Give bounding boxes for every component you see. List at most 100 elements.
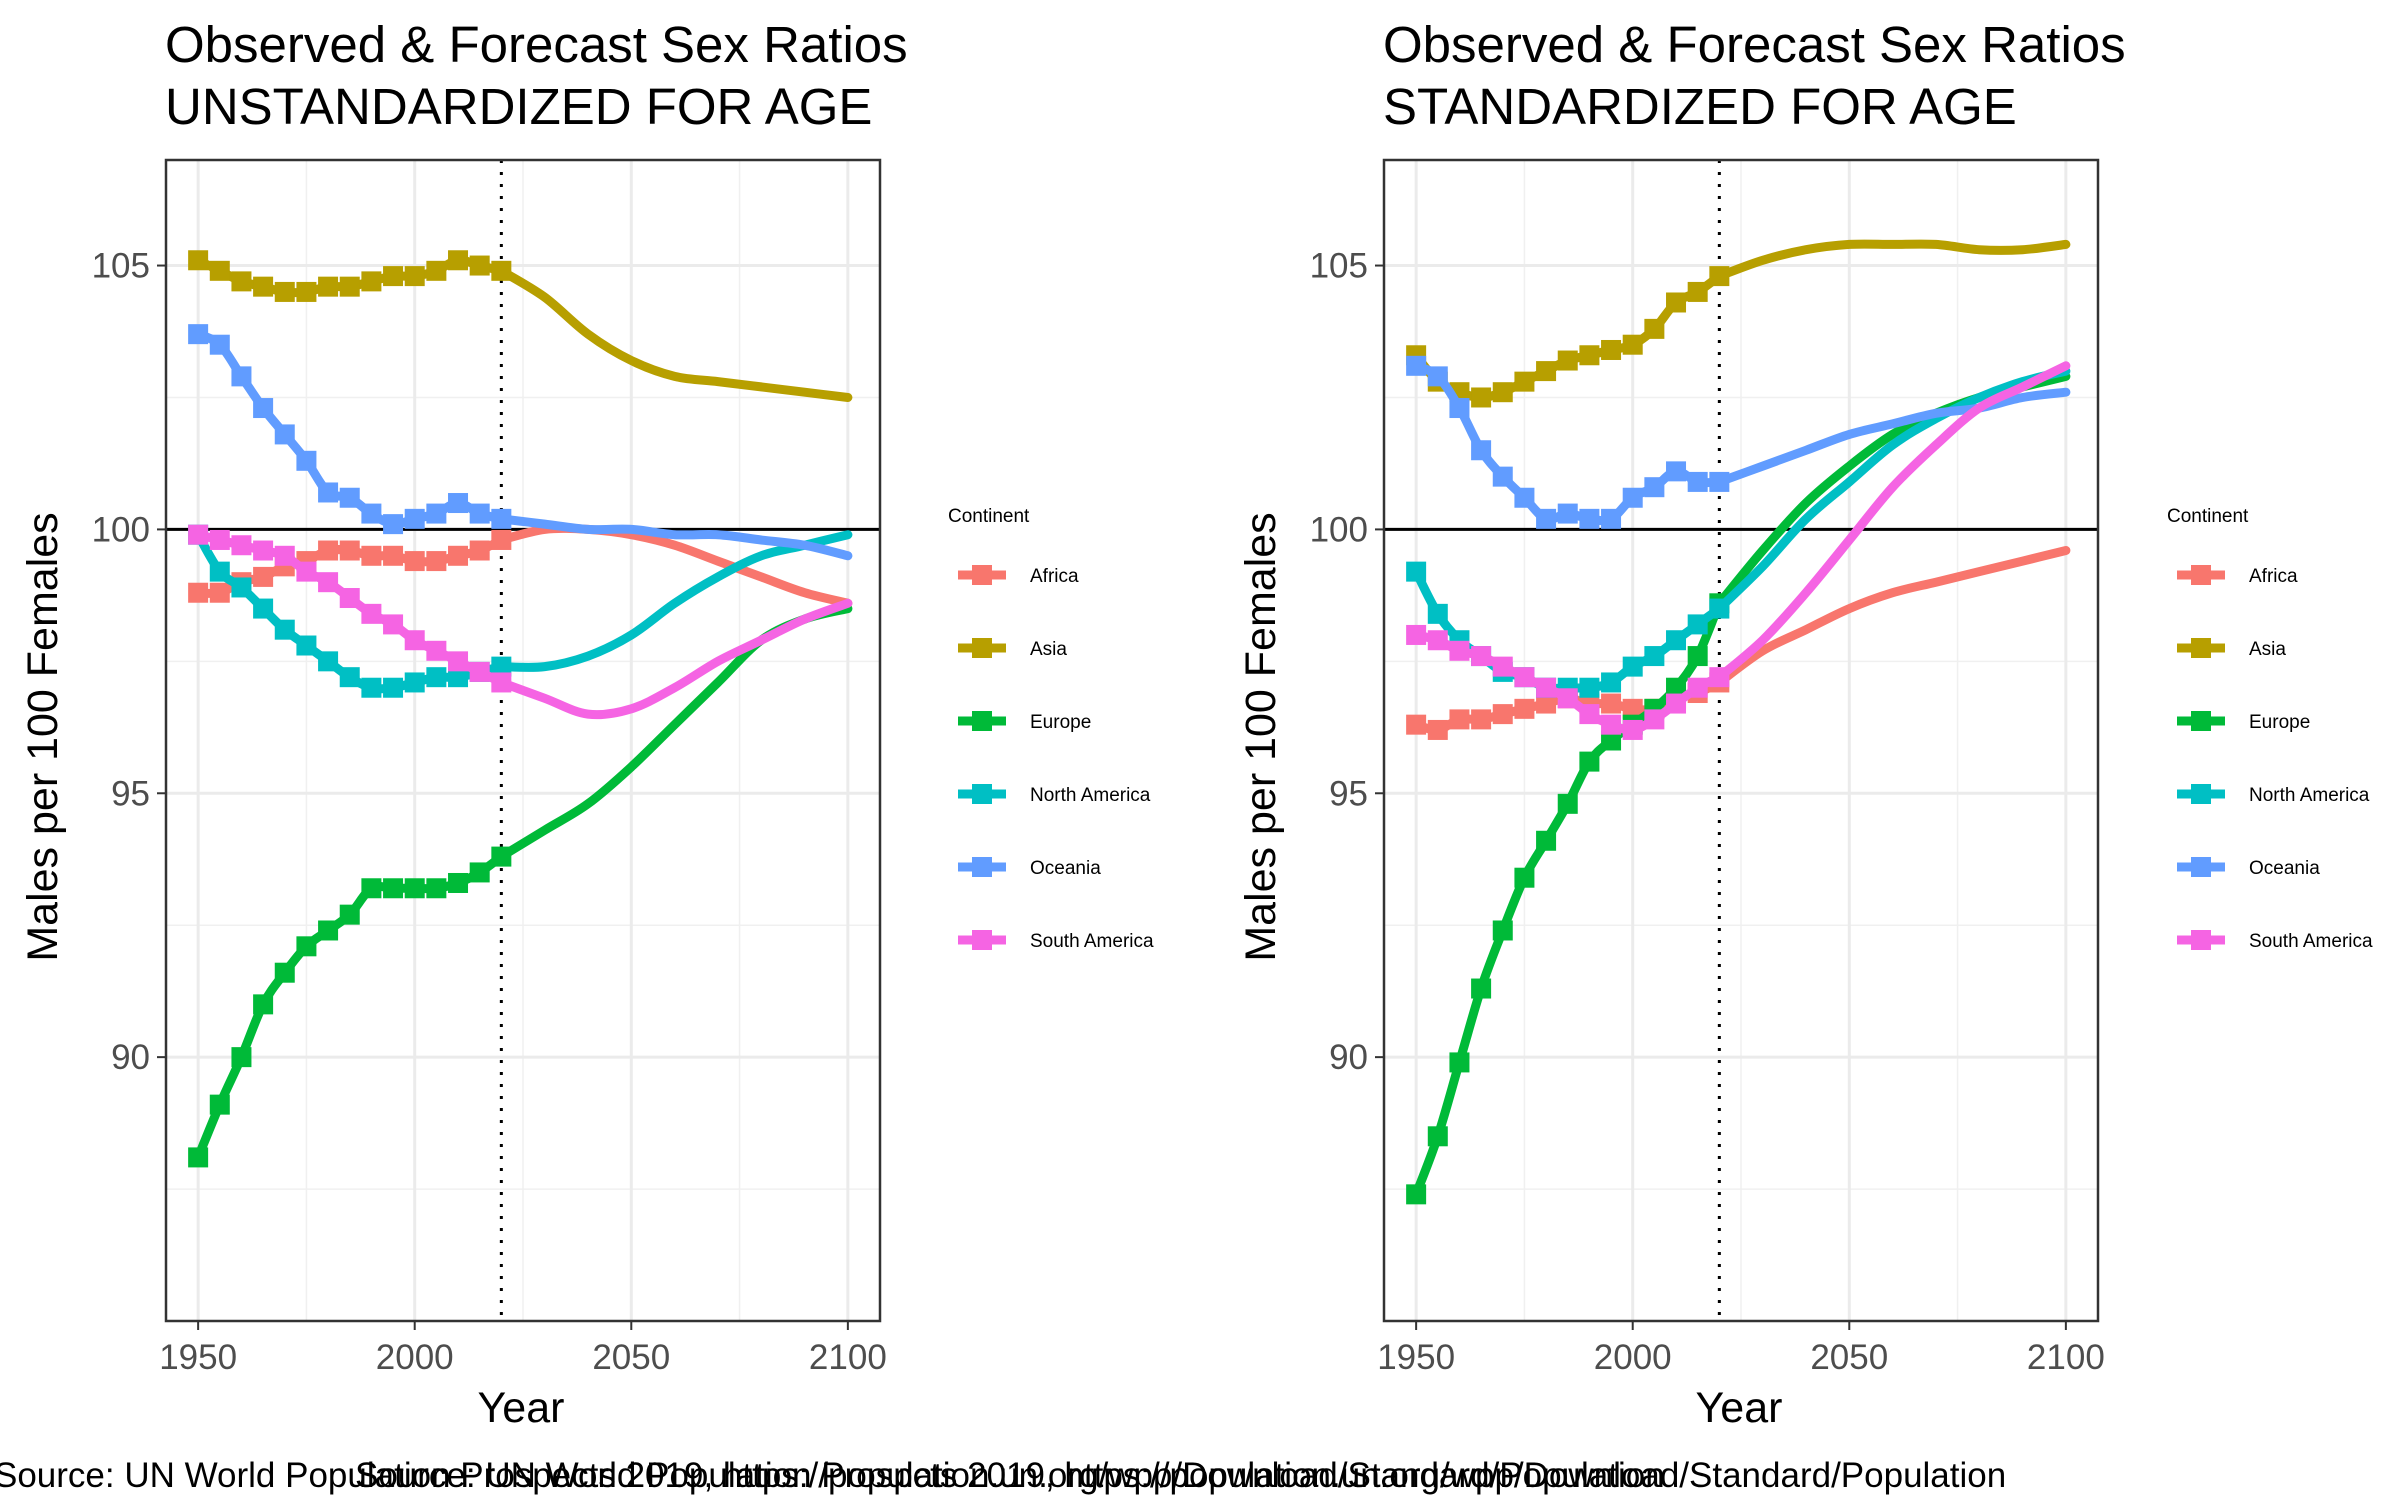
data-point (296, 635, 317, 656)
series-line-forecast (496, 266, 853, 402)
data-point (318, 276, 339, 297)
data-point (1514, 487, 1535, 508)
chart-title-line-1: Observed & Forecast Sex Ratios (165, 16, 908, 73)
data-point (1644, 477, 1665, 498)
data-point (448, 493, 469, 514)
x-tick-label: 2100 (809, 1338, 887, 1377)
data-point (1687, 677, 1708, 698)
data-point (1536, 677, 1557, 698)
x-tick-label: 2100 (2027, 1338, 2105, 1377)
data-point (361, 545, 382, 566)
data-point (469, 255, 490, 276)
data-point (339, 487, 360, 508)
data-point (188, 524, 209, 545)
legend-item-asia: Asia (2177, 638, 2286, 660)
y-tick-label: 105 (1310, 247, 1368, 286)
data-point (1709, 598, 1730, 619)
data-point (404, 551, 425, 572)
data-point (383, 514, 404, 535)
series-europe (1406, 371, 2071, 1205)
data-point (1406, 355, 1427, 376)
series-line-observed (1412, 569, 1722, 693)
data-point (404, 508, 425, 529)
data-point (1687, 646, 1708, 667)
data-point (1536, 693, 1557, 714)
data-point (426, 551, 447, 572)
data-point (469, 540, 490, 561)
data-point (1471, 440, 1492, 461)
data-point (274, 281, 295, 302)
legend-key-marker (2191, 565, 2211, 585)
data-point (1449, 640, 1470, 661)
data-point (1687, 471, 1708, 492)
data-point (188, 1147, 209, 1168)
data-point (1709, 667, 1730, 688)
legend-title: Continent (2167, 506, 2249, 527)
data-point (231, 577, 252, 598)
data-point (296, 281, 317, 302)
series-south-america (1406, 361, 2071, 740)
data-point (469, 862, 490, 883)
legend-label: North America (2249, 785, 2370, 806)
legend: Africa Asia Europe North America Oceania Sout… (958, 565, 1154, 952)
legend-item-north-america: North America (958, 784, 1151, 806)
legend-item-europe: Europe (958, 711, 1091, 733)
panel-border (1382, 158, 2100, 1323)
legend-key-marker (2191, 638, 2211, 658)
data-point (1406, 714, 1427, 735)
data-point (1622, 656, 1643, 677)
data-point (1427, 719, 1448, 740)
data-point (253, 398, 274, 419)
legend: Africa Asia Europe North America Oceania Sout… (2177, 565, 2373, 952)
legend-key-marker (2191, 857, 2211, 877)
data-point (1514, 867, 1535, 888)
y-tick-label: 105 (92, 247, 150, 286)
legend-key-marker (972, 857, 992, 877)
data-point (253, 994, 274, 1015)
y-tick-label: 95 (111, 774, 150, 813)
data-point (1557, 688, 1578, 709)
data-point (1427, 630, 1448, 651)
y-tick-label: 95 (1329, 774, 1368, 813)
data-point (1449, 398, 1470, 419)
data-point (1492, 704, 1513, 725)
data-point (1687, 614, 1708, 635)
data-point (1622, 719, 1643, 740)
data-point (231, 271, 252, 292)
data-point (1579, 704, 1600, 725)
legend-item-africa: Africa (2177, 565, 2298, 587)
data-point (1622, 698, 1643, 719)
data-point (1579, 345, 1600, 366)
legend-label: Europe (1030, 712, 1091, 733)
data-point (339, 667, 360, 688)
legend-item-south-america: South America (2177, 930, 2373, 952)
legend-label: Europe (2249, 712, 2310, 733)
legend-label: South America (2249, 931, 2373, 952)
data-point (1709, 471, 1730, 492)
data-point (253, 540, 274, 561)
data-point (491, 672, 512, 693)
data-point (274, 619, 295, 640)
data-point (404, 630, 425, 651)
data-point (426, 878, 447, 899)
data-point (1644, 318, 1665, 339)
data-point (491, 846, 512, 867)
data-point (339, 276, 360, 297)
legend-label: Oceania (1030, 858, 1101, 879)
data-point (274, 424, 295, 445)
data-point (274, 545, 295, 566)
data-point (469, 661, 490, 682)
data-point (188, 250, 209, 271)
data-point (448, 545, 469, 566)
data-point (469, 503, 490, 524)
data-point (426, 667, 447, 688)
data-point (188, 324, 209, 345)
data-point (1406, 624, 1427, 645)
legend-item-africa: Africa (958, 565, 1079, 587)
legend-label: South America (1030, 931, 1154, 952)
grid (1384, 160, 2098, 1321)
legend-label: Africa (2249, 566, 2298, 587)
series-line-forecast (496, 514, 853, 561)
data-point (1601, 730, 1622, 751)
data-point (361, 603, 382, 624)
